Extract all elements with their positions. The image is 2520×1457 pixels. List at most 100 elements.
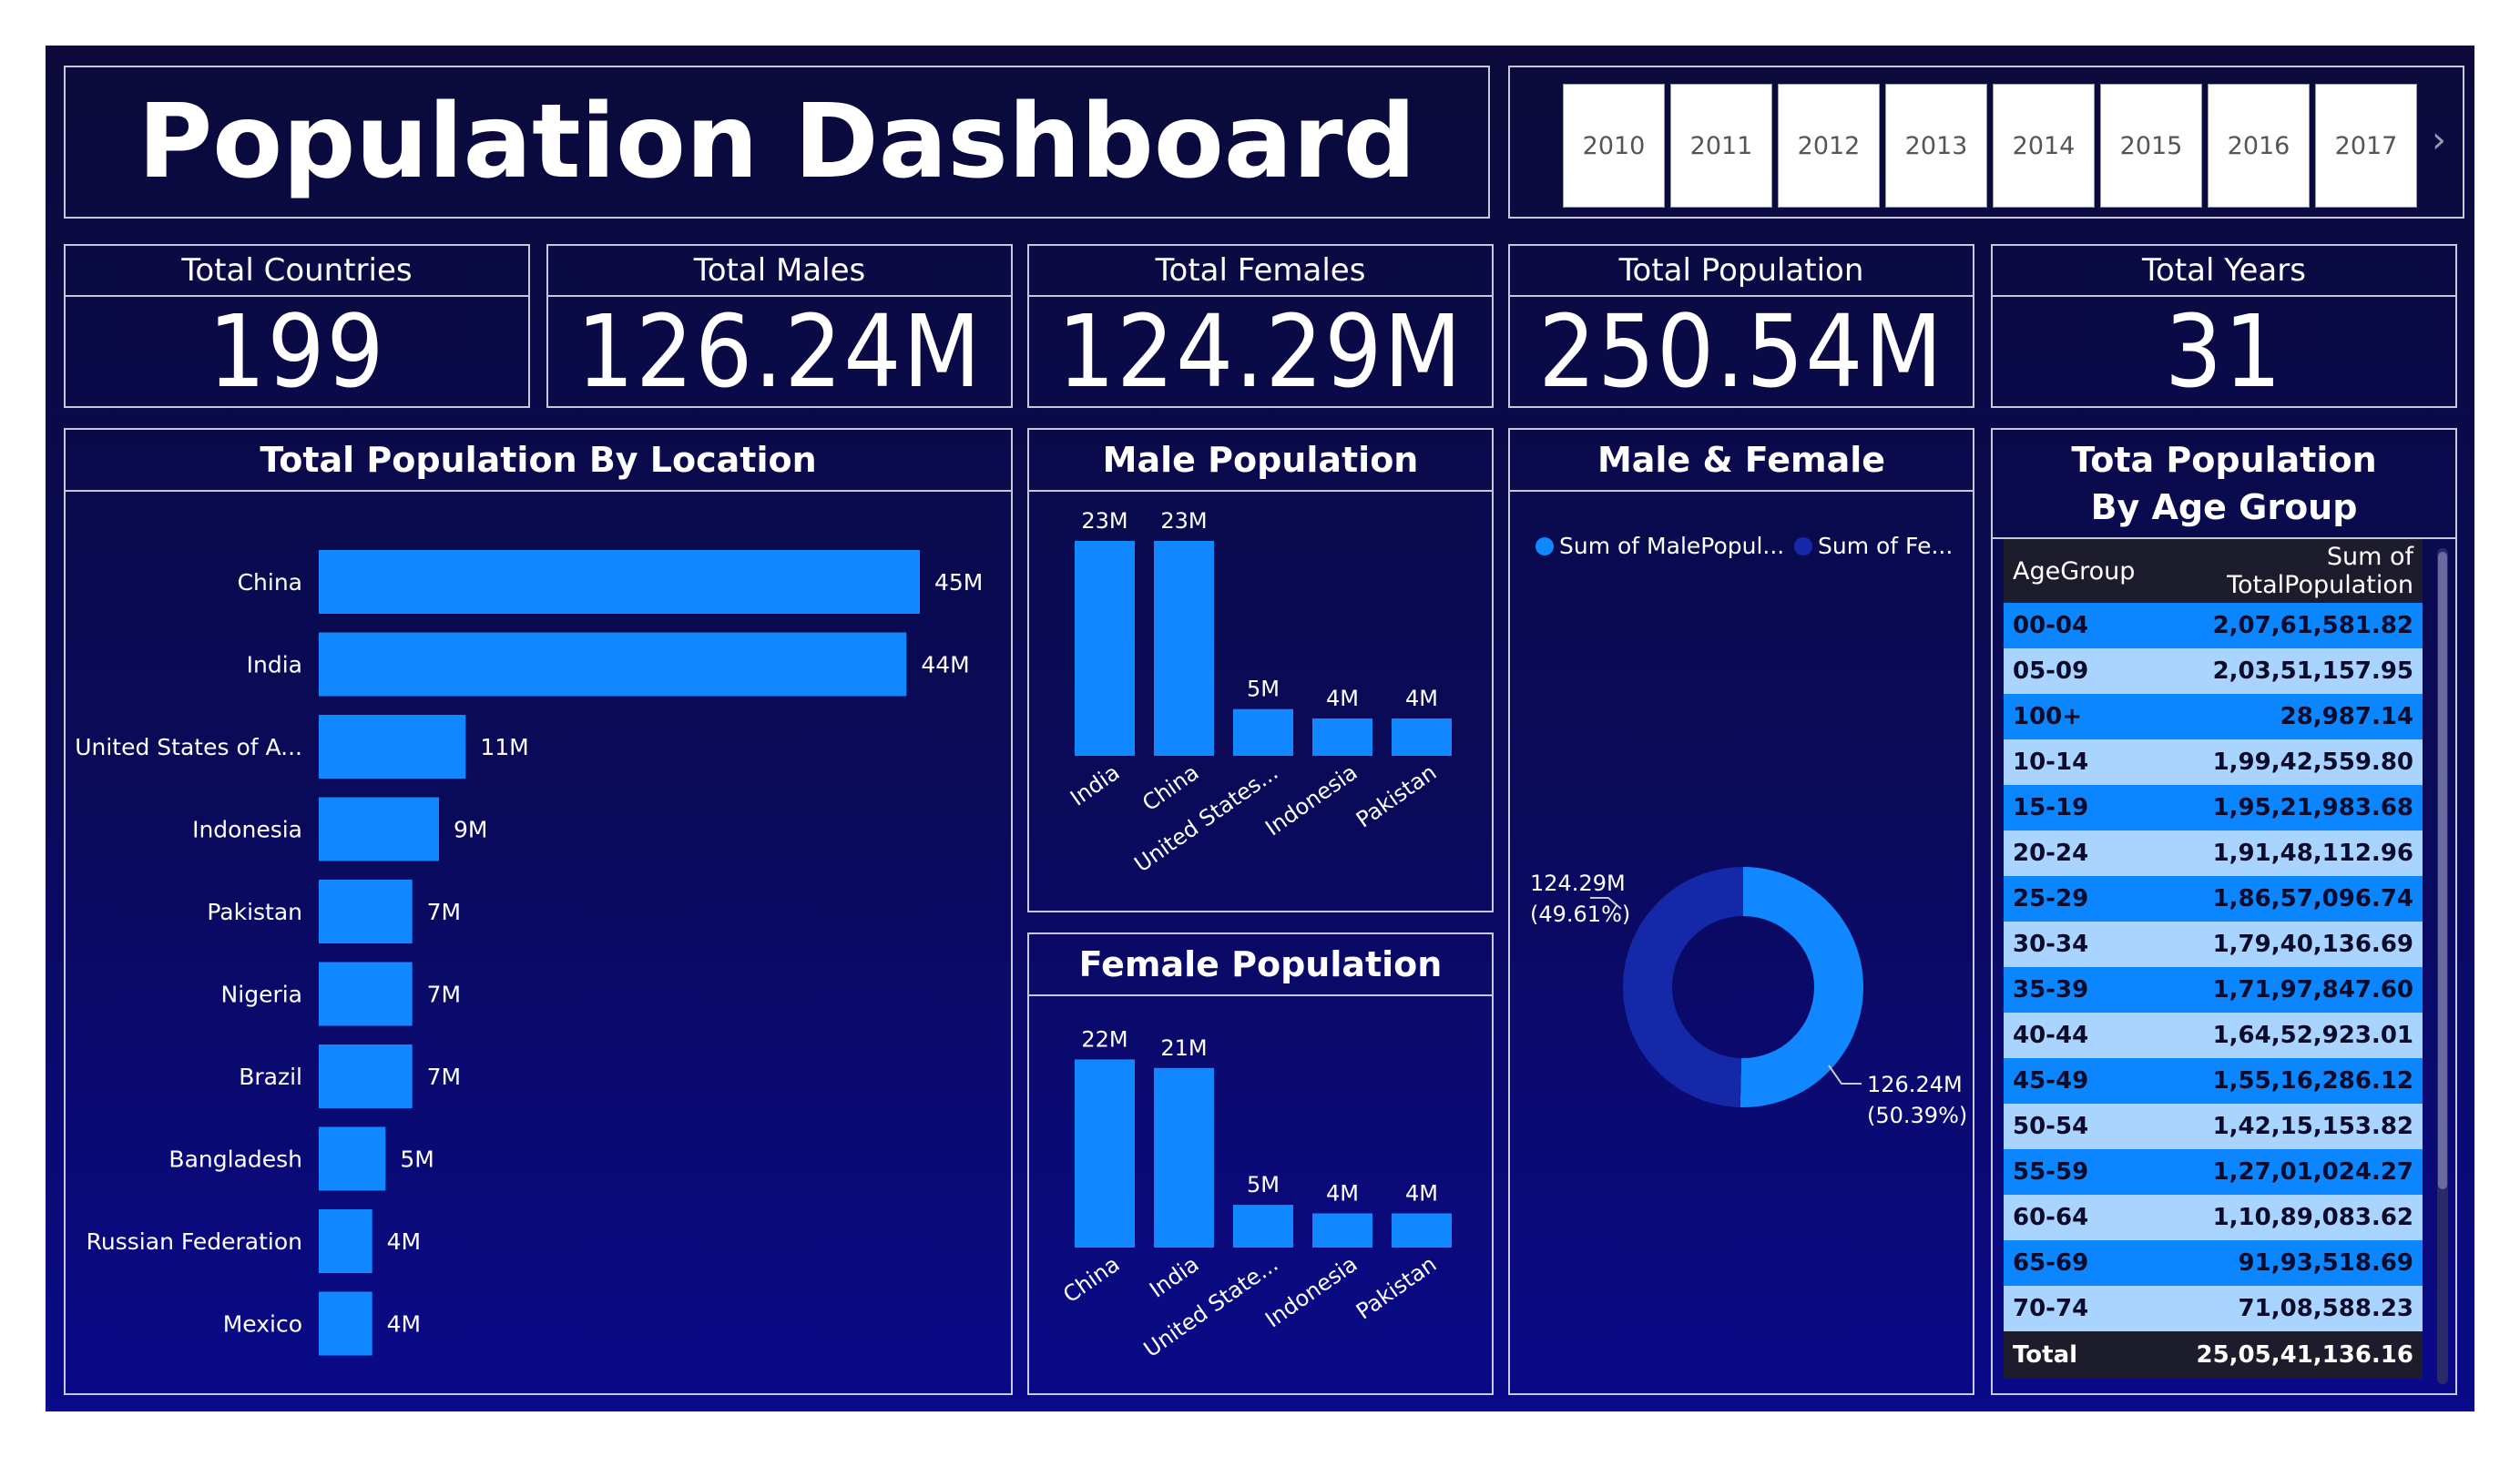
year-button-2011[interactable]: 2011	[1670, 84, 1772, 208]
population-cell: 1,71,97,847.60	[2144, 967, 2423, 1013]
age-group-cell: 30-34	[2004, 922, 2145, 967]
bar[interactable]	[319, 1126, 386, 1191]
donut-slice-male[interactable]	[1740, 867, 1864, 1107]
bar[interactable]	[319, 1209, 372, 1273]
data-label: 5M	[1247, 1172, 1280, 1197]
bar[interactable]	[319, 880, 413, 943]
population-cell: 1,27,01,024.27	[2144, 1149, 2423, 1195]
data-label: 4M	[1405, 1180, 1438, 1206]
kpi-value: 124.29M	[1057, 293, 1464, 410]
dashboard: Population Dashboard 2010 2011 2012 2013 201…	[46, 46, 2474, 1411]
data-label: 21M	[1160, 1035, 1207, 1061]
kpi-value: 31	[2165, 293, 2283, 410]
year-button-2017[interactable]: 2017	[2315, 84, 2417, 208]
table-row[interactable]: 15-19 1,95,21,983.68	[2004, 785, 2423, 830]
table-row[interactable]: 30-34 1,79,40,136.69	[2004, 922, 2423, 967]
bar[interactable]	[319, 797, 439, 861]
table-scrollbar[interactable]	[2437, 548, 2448, 1384]
year-button-2013[interactable]: 2013	[1885, 84, 1987, 208]
table-row[interactable]: 40-44 1,64,52,923.01	[2004, 1013, 2423, 1058]
age-group-cell: 10-14	[2004, 739, 2145, 785]
table-row[interactable]: 55-59 1,27,01,024.27	[2004, 1149, 2423, 1195]
legend-label-male: Sum of MalePopul...	[1559, 533, 1784, 559]
kpi-card-years: Total Years 31	[1991, 244, 2457, 410]
table-row[interactable]: 50-54 1,42,15,153.82	[2004, 1104, 2423, 1149]
data-label: 5M	[400, 1146, 434, 1173]
population-cell: Sum of TotalPopulation	[2144, 539, 2423, 603]
bar[interactable]	[1392, 718, 1452, 756]
table-total-row[interactable]: Total 25,05,41,136.16	[2004, 1331, 2423, 1379]
bar[interactable]	[1392, 1213, 1452, 1248]
category-label: Pakistan	[207, 899, 302, 925]
bar[interactable]	[1154, 1067, 1214, 1248]
table-row[interactable]: 20-24 1,91,48,112.96	[2004, 830, 2423, 876]
table-row[interactable]: 00-04 2,07,61,581.82	[2004, 603, 2423, 648]
kpi-card-males: Total Males 126.24M	[546, 244, 1013, 410]
category-label: India	[1066, 759, 1124, 811]
year-button-2014[interactable]: 2014	[1993, 84, 2095, 208]
bar[interactable]	[319, 1044, 413, 1108]
bar[interactable]	[1312, 718, 1372, 756]
population-cell: 28,987.14	[2144, 694, 2423, 739]
bar[interactable]	[1154, 541, 1214, 756]
table-row[interactable]: 35-39 1,71,97,847.60	[2004, 967, 2423, 1013]
donut-slice-female[interactable]	[1623, 867, 1743, 1107]
age-group-cell: 45-49	[2004, 1058, 2145, 1104]
table-row[interactable]: 65-69 91,93,518.69	[2004, 1240, 2423, 1286]
legend-marker-female	[1794, 537, 1812, 555]
category-label: Russian Federation	[87, 1228, 302, 1255]
data-label: 44M	[921, 652, 969, 678]
data-label: 23M	[1160, 508, 1207, 534]
bar[interactable]	[319, 715, 466, 779]
kpi-label: Total Population	[1510, 246, 1973, 297]
bar[interactable]	[1233, 708, 1293, 756]
data-label: 126.24M	[1867, 1072, 1963, 1097]
bar[interactable]	[319, 550, 920, 614]
data-label: 7M	[427, 899, 461, 925]
data-label: 4M	[1326, 686, 1359, 711]
age-group-cell: 60-64	[2004, 1195, 2145, 1240]
bar[interactable]	[1075, 1059, 1135, 1248]
year-slicer: 2010 2011 2012 2013 2014 2015 2016 2017 ›	[1508, 66, 2464, 219]
table-header[interactable]: AgeGroup Sum of TotalPopulation	[2004, 539, 2423, 603]
age-group-cell: 25-29	[2004, 876, 2145, 922]
bar[interactable]	[1233, 1205, 1293, 1248]
table-row[interactable]: 100+ 28,987.14	[2004, 694, 2423, 739]
location-chart-panel: Total Population By Location China 45M Ind…	[64, 428, 1013, 1395]
age-group-cell: 35-39	[2004, 967, 2145, 1013]
population-cell: 71,08,588.23	[2144, 1286, 2423, 1331]
category-label: India	[1145, 1251, 1203, 1303]
population-cell: 1,95,21,983.68	[2144, 785, 2423, 830]
legend-label-female: Sum of Fe...	[1818, 533, 1953, 559]
data-label: 4M	[387, 1311, 421, 1338]
year-button-2016[interactable]: 2016	[2208, 84, 2310, 208]
year-button-2015[interactable]: 2015	[2100, 84, 2202, 208]
kpi-label: Total Females	[1029, 246, 1492, 297]
bar[interactable]	[319, 962, 413, 1026]
chevron-right-icon[interactable]: ›	[2432, 119, 2446, 161]
table-row[interactable]: 70-74 71,08,588.23	[2004, 1286, 2423, 1331]
age-group-cell: 55-59	[2004, 1149, 2145, 1195]
table-row[interactable]: 25-29 1,86,57,096.74	[2004, 876, 2423, 922]
age-group-cell: AgeGroup	[2004, 539, 2145, 603]
bar[interactable]	[1312, 1213, 1372, 1248]
population-cell: 1,79,40,136.69	[2144, 922, 2423, 967]
chart-title: Male Population	[1029, 430, 1492, 492]
chart-title: Male & Female	[1510, 430, 1973, 492]
table-row[interactable]: 45-49 1,55,16,286.12	[2004, 1058, 2423, 1104]
population-cell: 2,07,61,581.82	[2144, 603, 2423, 648]
table-row[interactable]: 60-64 1,10,89,083.62	[2004, 1195, 2423, 1240]
year-button-2010[interactable]: 2010	[1563, 84, 1665, 208]
bar[interactable]	[1075, 541, 1135, 756]
table-row[interactable]: 10-14 1,99,42,559.80	[2004, 739, 2423, 785]
bar[interactable]	[319, 632, 907, 697]
table-row[interactable]: 05-09 2,03,51,157.95	[2004, 648, 2423, 694]
kpi-label: Total Years	[1993, 246, 2455, 297]
category-label: Pakistan	[1352, 759, 1441, 833]
age-group-cell: 70-74	[2004, 1286, 2145, 1331]
bar[interactable]	[319, 1291, 372, 1356]
year-button-2012[interactable]: 2012	[1778, 84, 1880, 208]
scrollbar-thumb[interactable]	[2438, 552, 2447, 1189]
age-group-cell: 05-09	[2004, 648, 2145, 694]
